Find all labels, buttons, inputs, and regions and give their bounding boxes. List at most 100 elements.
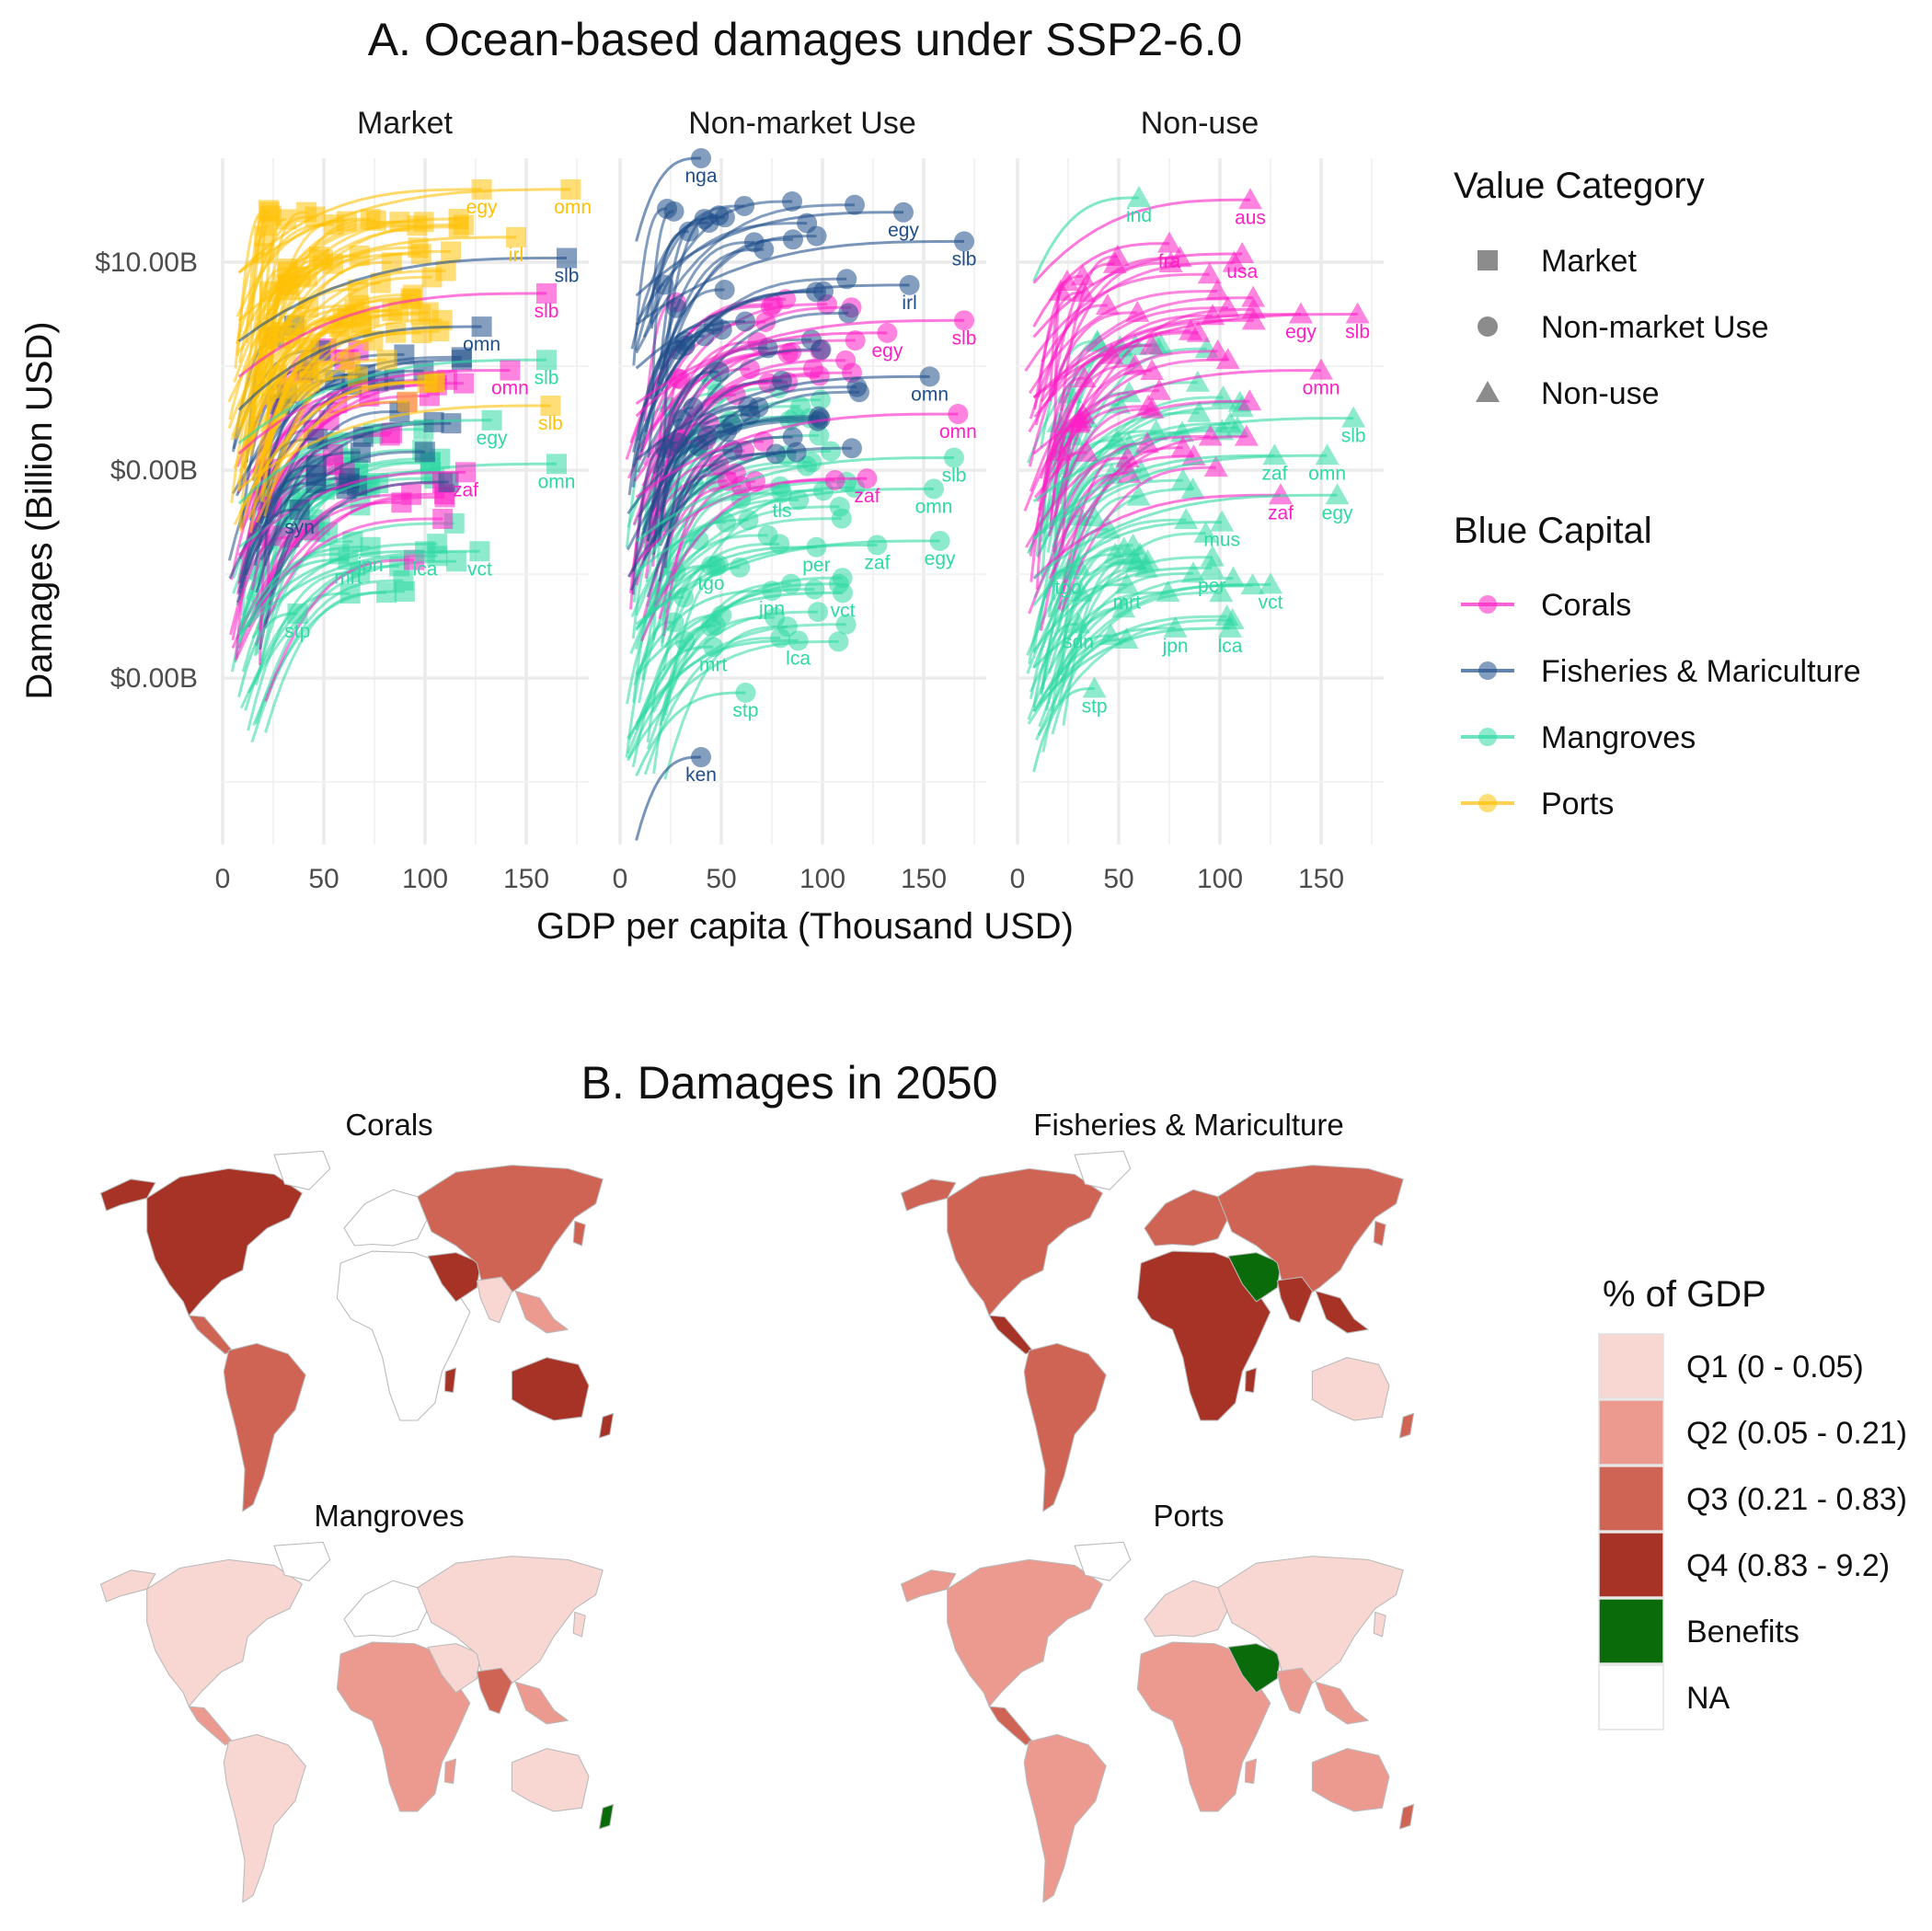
data-point-triangle	[1082, 676, 1107, 698]
data-point-square	[393, 570, 414, 592]
data-point-square	[381, 252, 402, 273]
data-point-triangle	[1197, 262, 1222, 284]
legend-title-blue-capital: Blue Capital	[1454, 511, 1652, 551]
data-point-square	[360, 209, 381, 230]
y-tick-label: $0.00B	[110, 663, 198, 694]
map-region-mideast	[1227, 1643, 1282, 1694]
legend-label-gdp: NA	[1686, 1681, 1731, 1716]
map-mangroves	[99, 1541, 615, 1903]
series-line	[247, 400, 408, 519]
series-line	[1061, 446, 1183, 594]
y-axis-title: Damages (Billion USD)	[19, 321, 60, 699]
legend-label-value-category: Market	[1541, 244, 1637, 279]
data-point-square	[438, 472, 459, 493]
series-label: per	[802, 555, 830, 576]
series-line	[1055, 307, 1254, 474]
series-label: egy	[1285, 322, 1317, 343]
series-line	[237, 257, 567, 343]
series-line	[266, 260, 392, 409]
map-region-asia	[1217, 1165, 1404, 1303]
legend-swatch	[1598, 1465, 1664, 1532]
series-line	[264, 558, 414, 702]
data-point-triangle	[1200, 556, 1225, 578]
series-line	[635, 283, 910, 370]
legend-swatch	[1598, 1664, 1664, 1730]
legend-key-point	[1478, 661, 1497, 680]
series-label: ind	[1126, 205, 1152, 226]
data-point-circle	[924, 478, 944, 500]
map-title: Corals	[345, 1108, 432, 1142]
map-region-india	[1276, 1276, 1313, 1324]
legend-label-gdp: Q4 (0.83 - 9.2)	[1686, 1548, 1890, 1583]
data-point-square	[414, 442, 435, 463]
series-line	[237, 546, 371, 631]
series-label: zaf	[854, 486, 880, 507]
data-point-triangle	[1325, 483, 1350, 505]
data-point-circle	[772, 482, 792, 503]
series-line	[635, 211, 903, 297]
data-point-square	[394, 344, 415, 365]
map-title: Fisheries & Mariculture	[1033, 1108, 1343, 1142]
series-label: omn	[491, 378, 529, 399]
legend-key-square	[1478, 250, 1498, 270]
map-region-mideast	[1227, 1252, 1282, 1303]
data-point-triangle	[1147, 378, 1172, 400]
series-label: mrt	[699, 654, 727, 675]
series-label: vct	[467, 558, 492, 580]
data-point-circle	[845, 330, 866, 351]
data-point-circle	[833, 582, 853, 603]
data-point-square	[376, 350, 397, 371]
data-point-square	[331, 322, 352, 343]
data-point-triangle	[1127, 185, 1151, 207]
legend-label-value-category: Non-use	[1541, 376, 1660, 411]
series-line	[635, 592, 843, 677]
map-region-sea	[1315, 1290, 1369, 1334]
series-label: lca	[786, 649, 811, 670]
map-region-europe	[343, 1580, 429, 1638]
data-point-triangle	[1238, 188, 1262, 210]
legend-label-blue-capital: Corals	[1541, 588, 1631, 623]
x-tick-label: 50	[1103, 864, 1133, 894]
series-line	[1051, 262, 1115, 397]
series-line	[1040, 544, 1133, 695]
data-point-square	[471, 316, 492, 338]
series-line	[1032, 198, 1250, 284]
series-label: lca	[1218, 636, 1243, 657]
series-label: sdn	[1063, 631, 1094, 652]
data-point-circle	[678, 221, 699, 242]
data-point-circle	[948, 404, 969, 425]
data-point-circle	[828, 631, 849, 652]
map-region-na	[947, 1167, 1103, 1316]
map-region-europe	[1144, 1580, 1229, 1638]
data-point-circle	[738, 396, 759, 417]
series-label: zaf	[1268, 502, 1294, 523]
series-line	[237, 549, 425, 636]
data-point-circle	[838, 303, 859, 324]
series-label: irl	[902, 293, 916, 314]
series-line	[627, 446, 852, 578]
series-label: slb	[535, 301, 559, 322]
data-point-triangle	[1174, 508, 1199, 530]
x-tick-label: 0	[613, 864, 628, 894]
data-point-square	[451, 350, 472, 371]
series-line	[635, 318, 965, 406]
series-line	[250, 579, 404, 743]
data-point-triangle	[1341, 406, 1366, 428]
legend-title-gdp: % of GDP	[1603, 1274, 1766, 1315]
data-point-square	[276, 209, 297, 230]
series-line	[635, 691, 746, 777]
map-region-asia	[417, 1556, 604, 1694]
legend-panel-a: Value Category Market Non-market Use Non-us…	[1454, 166, 1861, 822]
series-line	[237, 358, 546, 444]
data-point-triangle	[1179, 318, 1203, 340]
data-point-triangle	[1221, 566, 1246, 588]
map-region-madagascar	[1244, 1367, 1258, 1394]
series-line	[635, 374, 930, 461]
data-point-square	[339, 583, 361, 604]
series-label: mrt	[334, 567, 362, 588]
map-region-ca	[988, 1315, 1033, 1355]
data-point-circle	[753, 431, 774, 452]
legend-swatch	[1598, 1333, 1664, 1399]
series-line	[237, 549, 480, 636]
